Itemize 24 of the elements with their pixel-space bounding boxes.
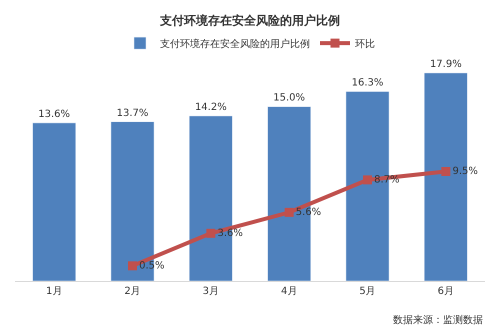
legend-label: 支付环境存在安全风险的用户比例 — [160, 38, 310, 50]
data-label: 15.0% — [273, 92, 306, 104]
bar — [32, 122, 76, 281]
data-label: 13.6% — [38, 108, 70, 120]
x-tick-label: 6月 — [438, 286, 454, 297]
x-tick-label: 1月 — [46, 286, 62, 297]
chart-title: 支付环境存在安全风险的用户比例 — [159, 14, 340, 28]
data-label: 3.6% — [217, 228, 243, 239]
point — [128, 261, 137, 270]
x-tick-label: 5月 — [359, 286, 376, 297]
point — [284, 208, 294, 217]
point — [441, 167, 450, 176]
source-note: 数据来源：监测数据 — [393, 314, 483, 326]
data-label: 16.3% — [352, 78, 384, 89]
legend-label: 环比 — [355, 38, 375, 50]
data-label: 14.2% — [194, 102, 227, 113]
data-label: 17.9% — [430, 58, 462, 70]
data-label: 13.7% — [116, 108, 148, 119]
x-tick-label: 2月 — [124, 286, 141, 297]
x-tick-label: 3月 — [202, 286, 220, 297]
x-tick-label: 4月 — [280, 286, 298, 297]
point — [363, 175, 372, 184]
point — [206, 228, 216, 238]
data-label: 8.7% — [374, 174, 400, 186]
